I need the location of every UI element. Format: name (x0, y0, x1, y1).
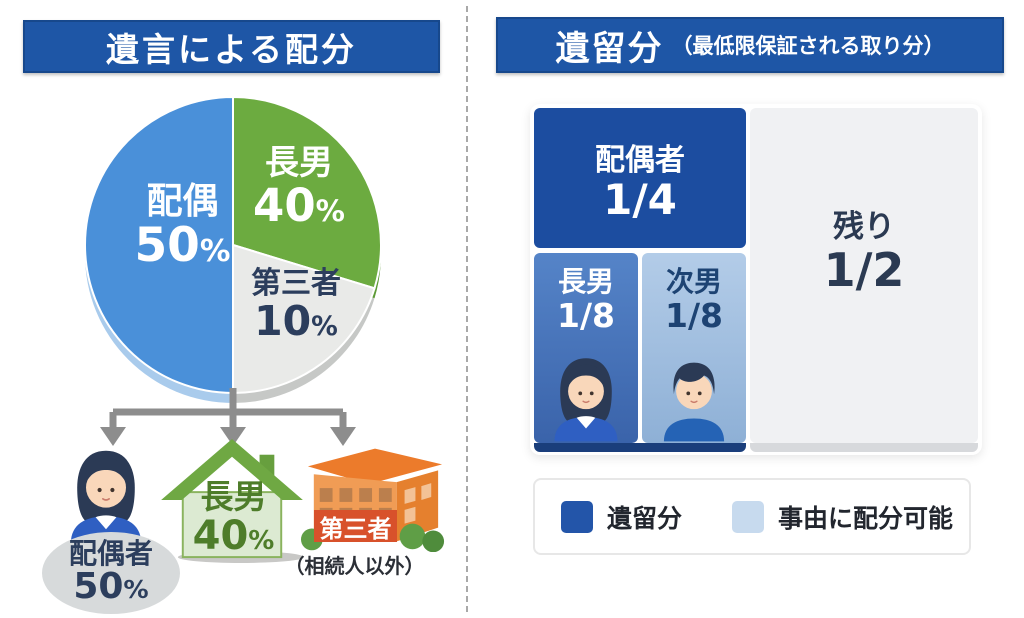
pie-chart-area (83, 95, 383, 407)
pie-label-third-party: 第三者 10% (251, 266, 341, 345)
legend-swatch-free (732, 500, 765, 533)
spouse-avatar (70, 450, 142, 544)
spouse-share-label: 配偶者 50% (42, 532, 180, 614)
third-party-note: （相続人以外） (284, 554, 425, 578)
legend-label-free: 事由に配分可能 (778, 503, 954, 533)
left-panel-title: 遺言による配分 (105, 29, 357, 69)
legend-label-reserved: 遺留分 (607, 503, 683, 533)
treemap-block-second-son: 次男 1/8 (642, 253, 746, 443)
eldest-son-share-label: 長男 40% (192, 477, 275, 559)
third-party-banner: 第三者 (314, 510, 397, 543)
house-illustration (161, 438, 304, 563)
legend: 遺留分 事由に配分可能 (533, 478, 971, 555)
second-son-avatar (663, 362, 725, 442)
right-panel-subtitle: （最低限保証される取り分） (671, 34, 945, 58)
treemap-block-spouse: 配偶者 1/4 (534, 108, 746, 248)
treemap-bottom-edge-blue (534, 443, 746, 452)
pie-chart (84, 95, 382, 403)
treemap-block-eldest-son: 長男 1/8 (534, 253, 638, 443)
left-panel-title-bar: 遺言による配分 (23, 20, 440, 73)
right-panel-title-bar: 遺留分 （最低限保証される取り分） (496, 17, 1004, 73)
treemap-bottom-edge-gray (750, 443, 978, 452)
vertical-divider (466, 6, 468, 612)
pie-label-eldest-son: 長男 40% (253, 143, 345, 232)
distribution-arrows (100, 388, 356, 446)
pie-label-spouse: 配偶 50% (134, 181, 231, 273)
right-panel-title: 遺留分 (555, 28, 664, 69)
legend-swatch-reserved (561, 500, 593, 533)
treemap-block-remainder: 残り 1/2 (750, 108, 978, 443)
eldest-son-avatar (554, 358, 618, 442)
reserved-share-treemap: 配偶者 1/4 長男 1/8 次男 1/8 (530, 104, 982, 455)
